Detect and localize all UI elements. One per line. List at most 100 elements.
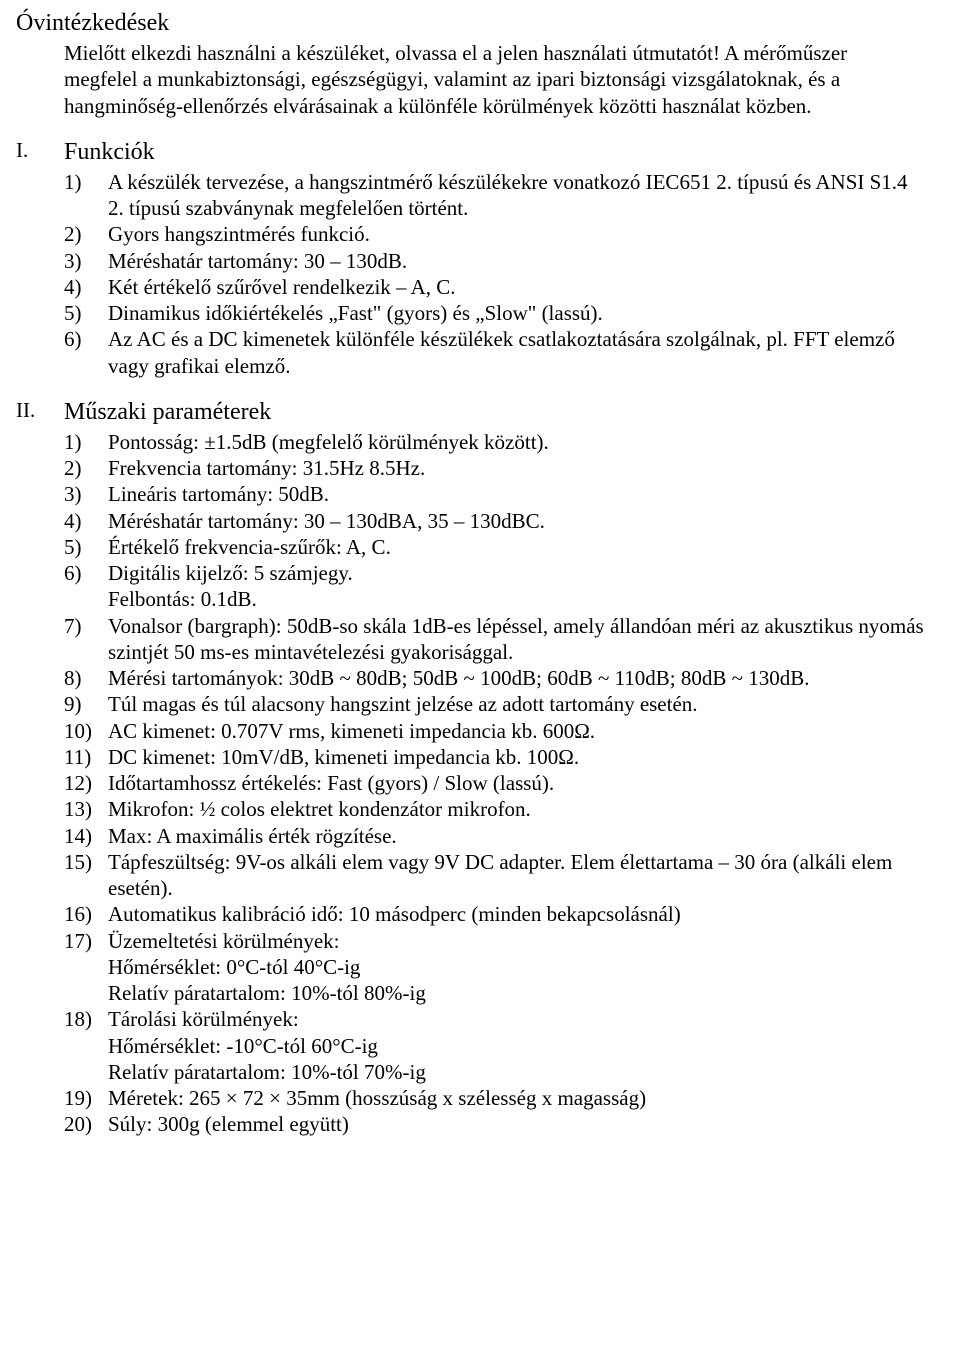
list-item: 4) Két értékelő szűrővel rendelkezik – A… bbox=[64, 274, 924, 300]
list-item: 3) Lineáris tartomány: 50dB. bbox=[64, 481, 924, 507]
list-text: Méréshatár tartomány: 30 – 130dB. bbox=[108, 248, 924, 274]
list-text: Túl magas és túl alacsony hangszint jelz… bbox=[108, 691, 924, 717]
document-page: Óvintézkedések Mielőtt elkezdi használni… bbox=[0, 0, 960, 1369]
list-marker: 2) bbox=[64, 455, 108, 481]
list-text: Méréshatár tartomány: 30 – 130dBA, 35 – … bbox=[108, 508, 924, 534]
list-item: 17) Üzemeltetési körülmények: bbox=[64, 928, 924, 954]
list-text: Automatikus kalibráció idő: 10 másodperc… bbox=[108, 901, 924, 927]
list-marker: 15) bbox=[64, 849, 108, 902]
list-text: Pontosság: ±1.5dB (megfelelő körülmények… bbox=[108, 429, 924, 455]
list-marker: 7) bbox=[64, 613, 108, 666]
list-marker: 6) bbox=[64, 560, 108, 586]
list-marker: 12) bbox=[64, 770, 108, 796]
list-text: Időtartamhossz értékelés: Fast (gyors) /… bbox=[108, 770, 924, 796]
list-item: 12) Időtartamhossz értékelés: Fast (gyor… bbox=[64, 770, 924, 796]
list-text: Tápfeszültség: 9V-os alkáli elem vagy 9V… bbox=[108, 849, 924, 902]
list-text: Az AC és a DC kimenetek különféle készül… bbox=[108, 326, 924, 379]
list-marker: 3) bbox=[64, 481, 108, 507]
list-item: Relatív páratartalom: 10%-tól 80%-ig bbox=[64, 980, 924, 1006]
list-item: 14) Max: A maximális érték rögzítése. bbox=[64, 823, 924, 849]
section-heading: Műszaki paraméterek bbox=[64, 397, 924, 427]
list-text: Üzemeltetési körülmények: bbox=[108, 928, 924, 954]
list-marker bbox=[64, 1033, 108, 1059]
list-marker bbox=[64, 954, 108, 980]
list-marker: 8) bbox=[64, 665, 108, 691]
list-text: Súly: 300g (elemmel együtt) bbox=[108, 1111, 924, 1137]
list-marker bbox=[64, 980, 108, 1006]
section-functions: I. Funkciók bbox=[16, 137, 924, 167]
section-tech-params: II. Műszaki paraméterek bbox=[16, 397, 924, 427]
section-heading: Funkciók bbox=[64, 137, 924, 167]
list-text: Két értékelő szűrővel rendelkezik – A, C… bbox=[108, 274, 924, 300]
list-text: A készülék tervezése, a hangszintmérő ké… bbox=[108, 169, 924, 222]
list-item: 2) Frekvencia tartomány: 31.5Hz 8.5Hz. bbox=[64, 455, 924, 481]
list-item: 16) Automatikus kalibráció idő: 10 másod… bbox=[64, 901, 924, 927]
list-text: Mikrofon: ½ colos elektret kondenzátor m… bbox=[108, 796, 924, 822]
list-marker: 5) bbox=[64, 534, 108, 560]
list-marker: 11) bbox=[64, 744, 108, 770]
list-text: Értékelő frekvencia-szűrők: A, C. bbox=[108, 534, 924, 560]
list-marker: 17) bbox=[64, 928, 108, 954]
list-text: Méretek: 265 × 72 × 35mm (hosszúság x sz… bbox=[108, 1085, 924, 1111]
list-item: 5) Dinamikus időkiértékelés „Fast" (gyor… bbox=[64, 300, 924, 326]
list-text: Dinamikus időkiértékelés „Fast" (gyors) … bbox=[108, 300, 924, 326]
list-item: 10) AC kimenet: 0.707V rms, kimeneti imp… bbox=[64, 718, 924, 744]
list-marker: 2) bbox=[64, 221, 108, 247]
list-text: Frekvencia tartomány: 31.5Hz 8.5Hz. bbox=[108, 455, 924, 481]
list-item: 6) Az AC és a DC kimenetek különféle kés… bbox=[64, 326, 924, 379]
list-text: Hőmérséklet: 0°C-tól 40°C-ig bbox=[108, 954, 924, 980]
list-item: 8) Mérési tartományok: 30dB ~ 80dB; 50dB… bbox=[64, 665, 924, 691]
list-text: AC kimenet: 0.707V rms, kimeneti impedan… bbox=[108, 718, 924, 744]
list-item: 18) Tárolási körülmények: bbox=[64, 1006, 924, 1032]
intro-paragraph: Mielőtt elkezdi használni a készüléket, … bbox=[64, 40, 924, 119]
list-item: 5) Értékelő frekvencia-szűrők: A, C. bbox=[64, 534, 924, 560]
list-marker: 16) bbox=[64, 901, 108, 927]
list-item: 7) Vonalsor (bargraph): 50dB-so skála 1d… bbox=[64, 613, 924, 666]
list-text: Hőmérséklet: -10°C-tól 60°C-ig bbox=[108, 1033, 924, 1059]
list-marker: 4) bbox=[64, 508, 108, 534]
list-item: 13) Mikrofon: ½ colos elektret kondenzát… bbox=[64, 796, 924, 822]
list-item: 1) Pontosság: ±1.5dB (megfelelő körülmén… bbox=[64, 429, 924, 455]
list-marker bbox=[64, 1059, 108, 1085]
list-text: Gyors hangszintmérés funkció. bbox=[108, 221, 924, 247]
list-marker: 6) bbox=[64, 326, 108, 379]
list-marker: 1) bbox=[64, 169, 108, 222]
list-marker bbox=[64, 586, 108, 612]
list-text: Vonalsor (bargraph): 50dB-so skála 1dB-e… bbox=[108, 613, 924, 666]
list-text: Mérési tartományok: 30dB ~ 80dB; 50dB ~ … bbox=[108, 665, 924, 691]
list-item: 3) Méréshatár tartomány: 30 – 130dB. bbox=[64, 248, 924, 274]
list-text: Tárolási körülmények: bbox=[108, 1006, 924, 1032]
list-item: Hőmérséklet: -10°C-tól 60°C-ig bbox=[64, 1033, 924, 1059]
list-marker: 9) bbox=[64, 691, 108, 717]
list-text: Max: A maximális érték rögzítése. bbox=[108, 823, 924, 849]
list-text: Relatív páratartalom: 10%-tól 70%-ig bbox=[108, 1059, 924, 1085]
functions-list: 1) A készülék tervezése, a hangszintmérő… bbox=[64, 169, 924, 379]
list-item: 19) Méretek: 265 × 72 × 35mm (hosszúság … bbox=[64, 1085, 924, 1111]
list-item: Felbontás: 0.1dB. bbox=[64, 586, 924, 612]
page-title: Óvintézkedések bbox=[16, 8, 924, 38]
list-marker: 5) bbox=[64, 300, 108, 326]
list-item: Hőmérséklet: 0°C-tól 40°C-ig bbox=[64, 954, 924, 980]
list-marker: 18) bbox=[64, 1006, 108, 1032]
list-item: 1) A készülék tervezése, a hangszintmérő… bbox=[64, 169, 924, 222]
section-number: I. bbox=[16, 137, 64, 167]
list-marker: 4) bbox=[64, 274, 108, 300]
list-marker: 20) bbox=[64, 1111, 108, 1137]
list-text: Digitális kijelző: 5 számjegy. bbox=[108, 560, 924, 586]
list-item: 15) Tápfeszültség: 9V-os alkáli elem vag… bbox=[64, 849, 924, 902]
tech-params-list: 1) Pontosság: ±1.5dB (megfelelő körülmén… bbox=[64, 429, 924, 1138]
list-marker: 13) bbox=[64, 796, 108, 822]
list-item: 9) Túl magas és túl alacsony hangszint j… bbox=[64, 691, 924, 717]
list-marker: 10) bbox=[64, 718, 108, 744]
section-number: II. bbox=[16, 397, 64, 427]
list-item: 6) Digitális kijelző: 5 számjegy. bbox=[64, 560, 924, 586]
list-marker: 14) bbox=[64, 823, 108, 849]
list-text: Lineáris tartomány: 50dB. bbox=[108, 481, 924, 507]
list-marker: 19) bbox=[64, 1085, 108, 1111]
list-text: Relatív páratartalom: 10%-tól 80%-ig bbox=[108, 980, 924, 1006]
list-marker: 1) bbox=[64, 429, 108, 455]
list-item: 11) DC kimenet: 10mV/dB, kimeneti impeda… bbox=[64, 744, 924, 770]
list-item: 4) Méréshatár tartomány: 30 – 130dBA, 35… bbox=[64, 508, 924, 534]
list-marker: 3) bbox=[64, 248, 108, 274]
list-text: DC kimenet: 10mV/dB, kimeneti impedancia… bbox=[108, 744, 924, 770]
